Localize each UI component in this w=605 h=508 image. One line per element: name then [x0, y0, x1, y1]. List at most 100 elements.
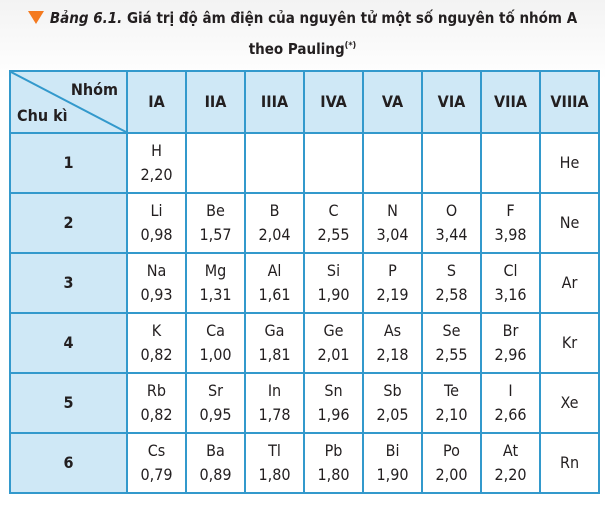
electronegativity-table: Nhóm Chu kì IA IIA IIIA IVA VA VIA VIIA VIIIA 1 H 2,… [9, 70, 600, 494]
electronegativity-value: 2,55 [435, 345, 468, 364]
element-symbol: At [502, 441, 519, 460]
electronegativity-value: 2,04 [258, 225, 291, 244]
element-cell: P 2,19 [362, 252, 423, 314]
element-cell: Bi 1,90 [362, 432, 423, 494]
group-header: IIA [185, 70, 246, 134]
element-cell: Sn 1,96 [303, 372, 364, 434]
electronegativity-value: 2,96 [494, 345, 527, 364]
element-cell: Ge 2,01 [303, 312, 364, 374]
element-cell: I 2,66 [480, 372, 541, 434]
table-row: 2 Li 0,98 Be 1,57 B 2,04 C 2,55 N 3,04 O 3,44 F 3,98 Ne [9, 192, 600, 254]
electronegativity-value: 3,98 [494, 225, 527, 244]
table-row: 3 Na 0,93 Mg 1,31 Al 1,61 Si 1,90 P 2,19 S 2,58 Cl 3,1… [9, 252, 600, 314]
element-cell: C 2,55 [303, 192, 364, 254]
element-cell: Po 2,00 [421, 432, 482, 494]
corner-period-label: Chu kì [17, 106, 68, 125]
element-cell [303, 132, 364, 194]
electronegativity-value: 1,96 [317, 405, 350, 424]
element-symbol: H [151, 141, 162, 160]
diagonal-divider [11, 72, 126, 132]
element-cell: Kr [539, 312, 600, 374]
element-cell [480, 132, 541, 194]
header-row: Nhóm Chu kì IA IIA IIIA IVA VA VIA VIIA VIIIA [9, 70, 600, 134]
electronegativity-value: 0,79 [140, 465, 173, 484]
group-header: VIIA [480, 70, 541, 134]
corner-group-label: Nhóm [70, 80, 118, 99]
element-cell: Tl 1,80 [244, 432, 305, 494]
caption-line2: theo Pauling [248, 40, 345, 58]
element-cell [244, 132, 305, 194]
element-cell: Cs 0,79 [126, 432, 187, 494]
element-symbol: K [151, 321, 162, 340]
corner-cell: Nhóm Chu kì [9, 70, 128, 134]
electronegativity-value: 0,98 [140, 225, 173, 244]
electronegativity-value: 1,80 [258, 465, 291, 484]
electronegativity-value: 0,89 [199, 465, 232, 484]
element-cell [362, 132, 423, 194]
period-cell: 3 [9, 252, 128, 314]
electronegativity-value: 0,95 [199, 405, 232, 424]
period-cell: 2 [9, 192, 128, 254]
element-symbol: Kr [561, 333, 578, 352]
group-header: IVA [303, 70, 364, 134]
electronegativity-value: 3,16 [494, 285, 527, 304]
electronegativity-value: 1,78 [258, 405, 291, 424]
element-symbol: I [508, 381, 513, 400]
group-header: IIIA [244, 70, 305, 134]
element-cell: He [539, 132, 600, 194]
element-cell: Ca 1,00 [185, 312, 246, 374]
element-symbol: N [387, 201, 398, 220]
element-symbol: Rb [146, 381, 167, 400]
element-cell: K 0,82 [126, 312, 187, 374]
electronegativity-value: 3,04 [376, 225, 409, 244]
element-symbol: Ne [559, 213, 580, 232]
element-symbol: B [269, 201, 280, 220]
group-header: VA [362, 70, 423, 134]
element-cell [421, 132, 482, 194]
table-caption: Bảng 6.1. Giá trị độ âm điện của nguyên … [0, 4, 605, 63]
electronegativity-value: 1,90 [317, 285, 350, 304]
element-symbol: S [446, 261, 457, 280]
electronegativity-value: 2,20 [494, 465, 527, 484]
element-cell: Sr 0,95 [185, 372, 246, 434]
electronegativity-value: 3,44 [435, 225, 468, 244]
electronegativity-value: 2,00 [435, 465, 468, 484]
electronegativity-value: 0,82 [140, 345, 173, 364]
element-symbol: F [506, 201, 515, 220]
element-cell: Ga 1,81 [244, 312, 305, 374]
electronegativity-value: 2,55 [317, 225, 350, 244]
caption-footnote-mark: (*) [344, 41, 357, 51]
element-symbol: Li [150, 201, 163, 220]
table-row: 5 Rb 0,82 Sr 0,95 In 1,78 Sn 1,96 Sb 2,05 Te 2,10 I 2,… [9, 372, 600, 434]
element-cell: Li 0,98 [126, 192, 187, 254]
element-symbol: Be [206, 201, 225, 220]
electronegativity-value: 2,10 [435, 405, 468, 424]
group-header: VIIIA [539, 70, 600, 134]
element-symbol: Sn [324, 381, 343, 400]
electronegativity-value: 2,18 [376, 345, 409, 364]
element-symbol: In [267, 381, 282, 400]
element-cell: Rb 0,82 [126, 372, 187, 434]
electronegativity-value: 1,31 [199, 285, 232, 304]
element-symbol: Si [326, 261, 341, 280]
element-cell: Si 1,90 [303, 252, 364, 314]
element-symbol: Bi [385, 441, 400, 460]
electronegativity-value: 2,19 [376, 285, 409, 304]
table-row: 6 Cs 0,79 Ba 0,89 Tl 1,80 Pb 1,80 Bi 1,90 Po 2,00 At 2… [9, 432, 600, 494]
element-cell: S 2,58 [421, 252, 482, 314]
element-cell: Sb 2,05 [362, 372, 423, 434]
element-symbol: Rn [559, 453, 580, 472]
element-symbol: Xe [560, 393, 579, 412]
electronegativity-value: 2,01 [317, 345, 350, 364]
element-cell: Al 1,61 [244, 252, 305, 314]
period-cell: 1 [9, 132, 128, 194]
element-symbol: Pb [324, 441, 343, 460]
element-symbol: Te [444, 381, 459, 400]
element-symbol: He [559, 153, 580, 172]
element-cell: Rn [539, 432, 600, 494]
period-cell: 6 [9, 432, 128, 494]
element-symbol: Na [146, 261, 167, 280]
element-symbol: P [388, 261, 397, 280]
element-symbol: Al [267, 261, 282, 280]
element-cell: Mg 1,31 [185, 252, 246, 314]
